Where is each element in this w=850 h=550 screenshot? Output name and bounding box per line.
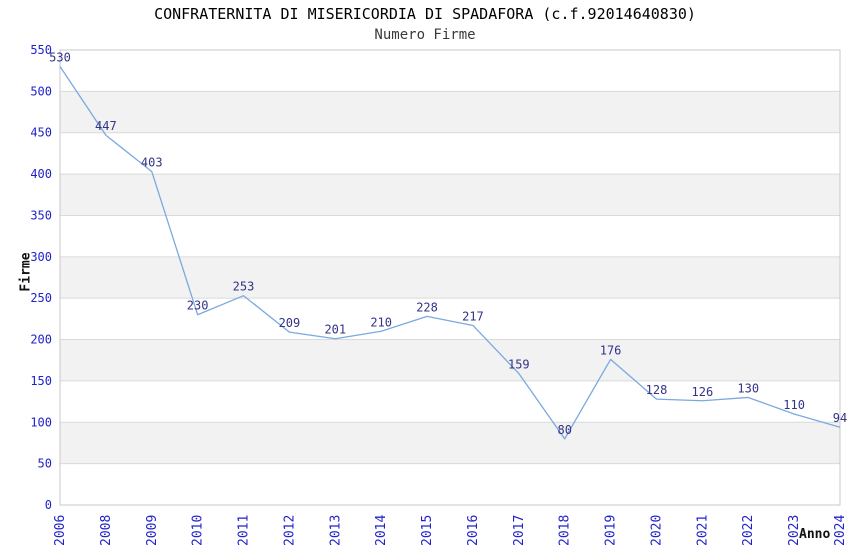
y-tick-label: 150: [30, 374, 52, 388]
plot-band: [60, 215, 840, 257]
data-point-label: 210: [370, 315, 392, 329]
x-tick-label: 2024: [833, 515, 848, 546]
y-tick-label: 350: [30, 208, 52, 222]
y-tick-label: 200: [30, 333, 52, 347]
chart-title: CONFRATERNITA DI MISERICORDIA DI SPADAFO…: [154, 5, 696, 23]
x-tick-label: 2022: [741, 515, 756, 546]
x-tick-label: 2014: [374, 515, 389, 546]
y-tick-label: 100: [30, 415, 52, 429]
data-point-label: 201: [324, 323, 346, 337]
x-axis-label: Anno: [799, 527, 831, 542]
data-point-label: 110: [783, 398, 805, 412]
plot-border: [59, 49, 841, 506]
plot-band: [60, 380, 840, 423]
plot-band: [60, 256, 840, 299]
data-point-label: 94: [833, 411, 847, 425]
x-tick-label: 2020: [649, 515, 664, 546]
y-tick-label: 300: [30, 250, 52, 264]
x-tick-label: 2012: [282, 515, 297, 546]
data-point-label: 403: [141, 156, 163, 170]
data-line: [59, 66, 841, 440]
plot-band: [60, 339, 840, 381]
data-point-label: 530: [49, 51, 71, 65]
x-tick-label: 2006: [53, 515, 68, 546]
x-tick-label: 2009: [145, 515, 160, 546]
data-point-label: 128: [646, 383, 668, 397]
y-tick-label: 50: [38, 457, 52, 471]
y-tick-label: 250: [30, 291, 52, 305]
data-point-label: 176: [600, 343, 622, 357]
x-tick-label: 2015: [420, 515, 435, 546]
data-point-label: 80: [557, 423, 571, 437]
y-tick-label: 500: [30, 84, 52, 98]
x-tick-label: 2023: [787, 515, 802, 546]
y-axis-label: Firme: [18, 252, 34, 292]
y-tick-label: 450: [30, 126, 52, 140]
x-tick-label: 2016: [466, 515, 481, 546]
data-point-label: 159: [508, 357, 530, 371]
plot-band: [60, 91, 840, 133]
plot-band: [60, 50, 840, 92]
data-point-label: 126: [692, 385, 714, 399]
plot-band: [60, 422, 840, 464]
y-tick-label: 400: [30, 167, 52, 181]
x-tick-label: 2017: [512, 515, 527, 546]
y-tick-label: 550: [30, 43, 52, 57]
data-point-label: 209: [279, 316, 301, 330]
plot-band: [60, 463, 840, 505]
chart-subtitle: Numero Firme: [374, 27, 476, 43]
data-point-label: 230: [187, 299, 209, 313]
plot-band: [60, 174, 840, 216]
x-tick-label: 2019: [604, 515, 619, 546]
x-tick-label: 2011: [237, 515, 252, 546]
data-point-label: 217: [462, 309, 484, 323]
plot-band: [60, 298, 840, 340]
data-point-label: 130: [737, 381, 759, 395]
plot-band: [60, 132, 840, 175]
data-point-label: 253: [233, 280, 255, 294]
x-tick-label: 2008: [99, 515, 114, 546]
x-tick-label: 2021: [695, 515, 710, 546]
data-point-label: 447: [95, 119, 117, 133]
x-tick-label: 2013: [328, 515, 343, 546]
data-point-label: 228: [416, 300, 438, 314]
x-tick-label: 2018: [558, 515, 573, 546]
x-tick-label: 2010: [191, 515, 206, 546]
y-tick-label: 0: [45, 498, 52, 512]
